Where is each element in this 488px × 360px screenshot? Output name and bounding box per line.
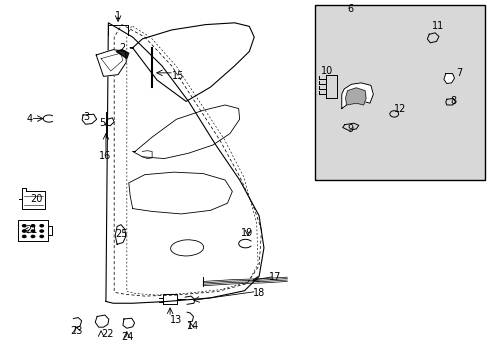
Circle shape	[30, 224, 35, 228]
Text: 12: 12	[393, 104, 406, 114]
Text: 9: 9	[346, 124, 353, 134]
Circle shape	[30, 235, 35, 238]
Text: 13: 13	[170, 315, 182, 325]
Text: 3: 3	[83, 112, 89, 122]
Polygon shape	[116, 50, 128, 59]
Text: 5: 5	[99, 118, 105, 128]
Circle shape	[30, 229, 35, 233]
Polygon shape	[341, 83, 372, 109]
Text: 22: 22	[101, 329, 113, 339]
Text: 19: 19	[240, 228, 252, 238]
Circle shape	[22, 229, 27, 233]
Polygon shape	[96, 50, 126, 76]
Circle shape	[39, 224, 44, 228]
Text: 11: 11	[431, 21, 443, 31]
Polygon shape	[443, 73, 454, 84]
Text: 23: 23	[70, 326, 83, 336]
Text: 15: 15	[171, 71, 183, 81]
Text: 18: 18	[252, 288, 264, 297]
Text: 25: 25	[116, 229, 128, 239]
Circle shape	[22, 224, 27, 228]
Text: 17: 17	[268, 272, 280, 282]
Bar	[314, 5, 484, 180]
Text: 8: 8	[449, 96, 456, 107]
Polygon shape	[82, 114, 97, 124]
Circle shape	[39, 229, 44, 233]
Text: 14: 14	[187, 321, 199, 332]
Circle shape	[22, 235, 27, 238]
Polygon shape	[95, 315, 109, 327]
Text: 24: 24	[122, 332, 134, 342]
Text: 4: 4	[26, 113, 33, 123]
Text: 7: 7	[455, 68, 462, 78]
Polygon shape	[115, 225, 125, 244]
Text: 16: 16	[99, 151, 111, 161]
Text: 6: 6	[346, 4, 353, 14]
Text: 10: 10	[321, 66, 333, 76]
Text: 2: 2	[119, 43, 125, 53]
Text: 20: 20	[30, 194, 42, 203]
Polygon shape	[345, 88, 366, 105]
Polygon shape	[122, 318, 134, 328]
Circle shape	[39, 235, 44, 238]
Text: 21: 21	[25, 225, 38, 235]
Text: 1: 1	[115, 11, 121, 21]
